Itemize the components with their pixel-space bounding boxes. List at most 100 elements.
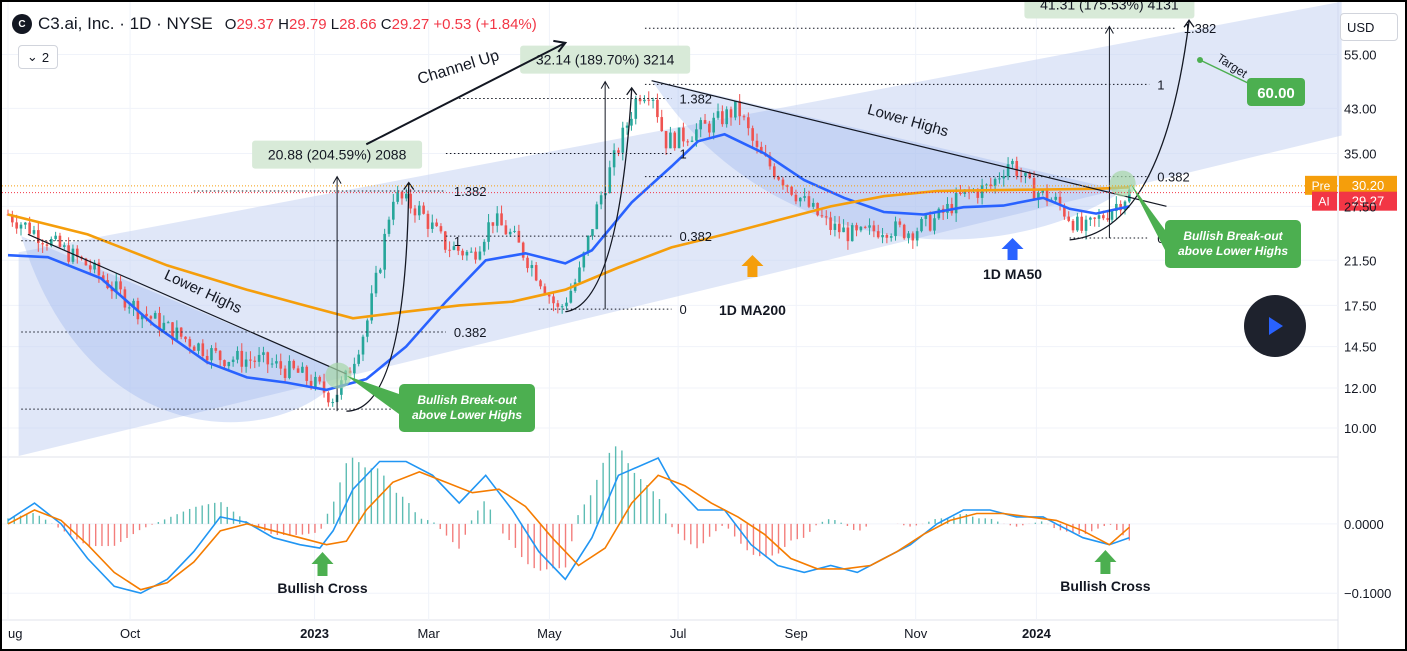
candle-body: [1080, 216, 1083, 231]
candle-body: [1106, 218, 1109, 220]
candle-body: [1041, 189, 1045, 193]
target-price-box: [1247, 78, 1305, 106]
candle-body: [807, 196, 811, 207]
play-button[interactable]: [1244, 295, 1306, 357]
candle-body: [643, 99, 646, 102]
candle-body: [366, 320, 369, 337]
candle-body: [370, 293, 373, 321]
candle-body: [768, 155, 772, 167]
candle-body: [998, 178, 1001, 180]
currency-selector[interactable]: USD: [1340, 13, 1398, 41]
candle-body: [236, 350, 239, 360]
candle-body: [145, 313, 148, 317]
candle-body: [93, 262, 96, 270]
candle-body: [1089, 217, 1092, 220]
candle-body: [543, 286, 547, 295]
fib-level-label: 1: [1157, 77, 1164, 92]
candle-body: [1076, 216, 1079, 231]
candle-body: [920, 218, 923, 232]
channel-up-band: [18, 2, 1342, 456]
candle-body: [482, 241, 486, 252]
candle-body: [469, 251, 473, 253]
candle-body: [495, 213, 499, 226]
candle-body: [885, 235, 889, 238]
pre-price: 30.20: [1352, 178, 1385, 193]
candle-body: [1054, 196, 1058, 200]
candle-body: [881, 235, 884, 238]
candle-body: [699, 120, 703, 130]
candle-body: [327, 392, 330, 403]
candle-body: [318, 376, 322, 382]
candle-body: [374, 272, 378, 294]
candle-body: [591, 229, 594, 236]
candle-body: [223, 360, 226, 367]
chevron-down-icon: ⌄: [26, 49, 38, 64]
candle-body: [703, 120, 707, 124]
candle-body: [898, 221, 902, 225]
candle-body: [210, 348, 213, 361]
candle-body: [314, 376, 317, 388]
play-icon: [1269, 317, 1283, 335]
candle-body: [231, 359, 235, 363]
candle-body: [669, 132, 672, 149]
collapse-indicators-button[interactable]: ⌄ 2: [18, 45, 58, 69]
candle-body: [179, 327, 183, 337]
candle-body: [205, 355, 209, 361]
candle-body: [37, 230, 40, 244]
candle-body: [153, 312, 157, 319]
fib-level-label: 1: [680, 147, 687, 162]
candle-body: [651, 99, 655, 101]
candle-body: [915, 231, 919, 241]
candle-body: [721, 111, 724, 125]
breakout-callout-1-pointer: [346, 375, 399, 414]
candle-body: [560, 306, 564, 308]
candle-body: [171, 322, 174, 340]
candle-body: [114, 281, 118, 292]
candle-body: [379, 269, 382, 273]
candle-body: [526, 257, 529, 269]
candle-body: [305, 366, 309, 381]
time-tick-label: Sep: [785, 626, 808, 641]
ma50-arrow-icon: [1001, 238, 1024, 260]
candle-body: [946, 203, 949, 213]
candle-body: [49, 238, 53, 246]
time-tick-label: Mar: [417, 626, 440, 641]
candle-body: [630, 118, 633, 126]
candle-body: [353, 363, 356, 374]
open-label: O: [224, 15, 237, 33]
candle-body: [933, 218, 936, 231]
candle-body: [565, 302, 568, 307]
candle-body: [547, 294, 551, 297]
symbol-title[interactable]: C3.ai, Inc. · 1D · NYSE: [38, 14, 213, 33]
candle-body: [751, 128, 754, 141]
candle-body: [214, 348, 218, 351]
indicator-count: 2: [41, 49, 50, 65]
candle-body: [249, 359, 252, 361]
candle-body: [530, 265, 534, 269]
candle-body: [201, 343, 205, 356]
last-price-box: [1339, 191, 1397, 211]
candle-body: [266, 352, 270, 365]
candle-body: [119, 281, 122, 290]
candle-body: [275, 361, 278, 364]
candle-body: [1015, 160, 1019, 176]
candle-body: [435, 222, 438, 227]
close-value: 29.27: [391, 15, 430, 33]
bullish-cross-label-1: Bullish Cross: [277, 580, 367, 596]
candle-body: [742, 116, 746, 118]
measure-label: 20.88 (204.59%) 2088: [268, 147, 407, 163]
breakout-callout-1-text: Bullish Break-out: [417, 393, 517, 407]
candle-body: [500, 213, 503, 226]
price-tick-label: 55.00: [1344, 47, 1377, 62]
ma50-label: 1D MA50: [983, 266, 1042, 282]
candle-body: [989, 184, 993, 187]
pre-tag: [1305, 175, 1337, 195]
candle-body: [45, 244, 49, 246]
candle-body: [331, 402, 335, 404]
candle-body: [660, 117, 664, 132]
time-tick-label: Oct: [120, 626, 141, 641]
candle-body: [396, 191, 399, 202]
breakout-callout-2-text: Bullish Break-out: [1183, 229, 1283, 243]
